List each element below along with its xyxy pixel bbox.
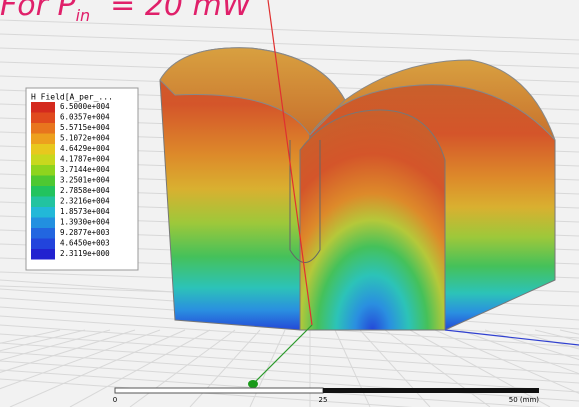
legend-swatch (31, 155, 55, 166)
legend-swatch (31, 134, 55, 145)
right-face (300, 110, 445, 330)
scale-label: 25 (319, 396, 328, 404)
scale-white (115, 388, 323, 393)
origin-marker (248, 380, 258, 388)
legend-swatch (31, 207, 55, 218)
legend-label: 5.5715e+004 (60, 123, 110, 132)
legend-swatch (31, 165, 55, 176)
page: For Pin = 20 mW H Field[A_per_... 6.5000e… (0, 0, 579, 407)
annotation-subscript: in (76, 6, 91, 25)
legend-label: 9.2877e+003 (60, 228, 110, 237)
legend-label: 6.5000e+004 (60, 102, 110, 111)
annotation-text: For P (0, 0, 76, 23)
annotation: For Pin = 20 mW (0, 0, 253, 25)
scale-black (323, 388, 539, 393)
legend: H Field[A_per_... 6.5000e+004 6.0357e+004… (26, 88, 138, 270)
legend-swatch (31, 249, 55, 260)
legend-label: 1.3930e+004 (60, 218, 110, 227)
annotation-rest: = 20 mW (110, 0, 253, 23)
legend-swatch (31, 186, 55, 197)
legend-label: 2.7858e+004 (60, 186, 110, 195)
legend-label: 2.3119e+000 (60, 249, 110, 258)
legend-label: 4.6450e+003 (60, 239, 110, 248)
legend-label: 4.6429e+004 (60, 144, 110, 153)
scale-label: 50 (mm) (509, 396, 540, 404)
viewport: For Pin = 20 mW H Field[A_per_... 6.5000e… (0, 0, 579, 407)
legend-swatch (31, 113, 55, 124)
legend-swatch (31, 102, 55, 113)
legend-label: 6.0357e+004 (60, 113, 110, 122)
legend-title: H Field[A_per_... (31, 93, 113, 102)
legend-swatch (31, 176, 55, 187)
legend-swatch (31, 197, 55, 208)
scale-label: 0 (113, 396, 117, 404)
legend-label: 1.8573e+004 (60, 207, 110, 216)
legend-swatch (31, 228, 55, 239)
legend-label: 5.1072e+004 (60, 134, 110, 143)
legend-swatch (31, 218, 55, 229)
legend-label: 3.7144e+004 (60, 165, 110, 174)
legend-swatch (31, 239, 55, 250)
legend-label: 2.3216e+004 (60, 197, 110, 206)
legend-swatch (31, 123, 55, 134)
legend-label: 3.2501e+004 (60, 176, 110, 185)
legend-label: 4.1787e+004 (60, 155, 110, 164)
legend-swatch (31, 144, 55, 155)
